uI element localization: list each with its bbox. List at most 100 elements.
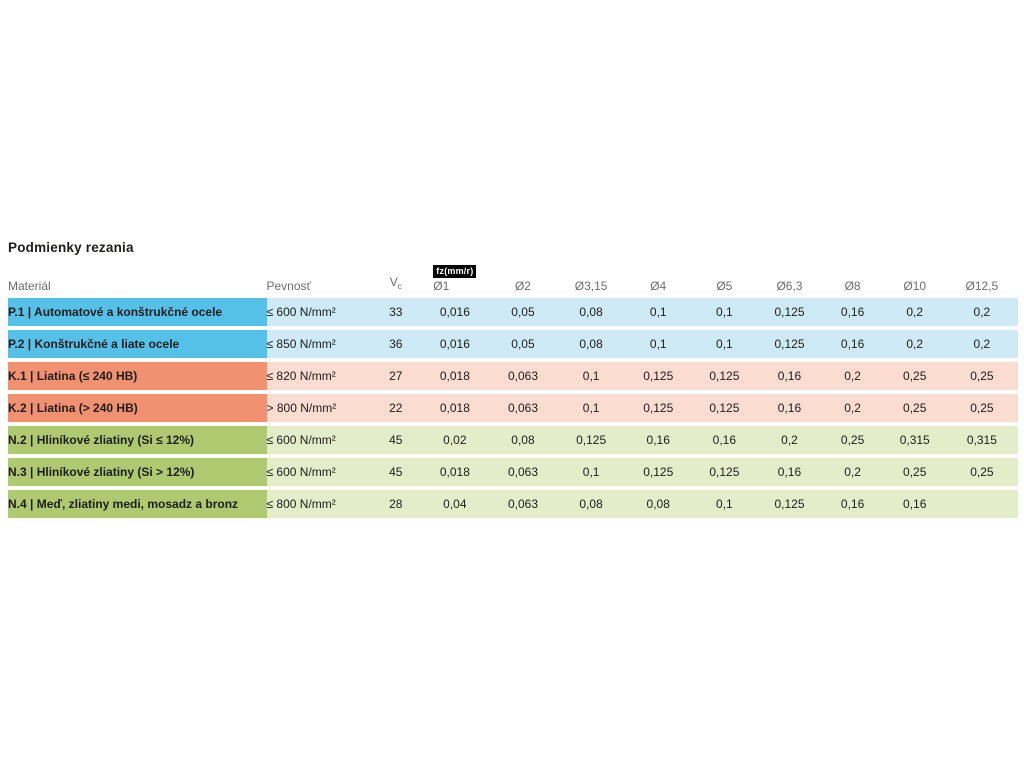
fz-cell: 0,25 xyxy=(945,394,1018,422)
material-cell: P.2 | Konštrukčné a liate ocele xyxy=(8,330,267,358)
fz-cell: 0,25 xyxy=(883,458,946,486)
column-header-d8: Ø10 xyxy=(903,279,927,293)
fz-cell: 0,16 xyxy=(691,426,758,454)
vc-subscript: c xyxy=(397,282,402,291)
table-row: K.2 | Liatina (> 240 HB) > 800 N/mm² 22 0,0… xyxy=(8,394,1018,422)
vc-cell: 22 xyxy=(370,394,421,422)
table-row: N.3 | Hliníkové zliatiny (Si > 12%) ≤ 600… xyxy=(8,458,1018,486)
column-header-material: Materiál xyxy=(8,279,51,293)
fz-cell: 0,125 xyxy=(625,458,692,486)
fz-cell: 0,16 xyxy=(821,330,884,358)
fz-cell: 0,1 xyxy=(557,458,626,486)
fz-cell: 0,016 xyxy=(420,298,489,326)
fz-cell: 0,08 xyxy=(557,298,626,326)
fz-cell: 0,2 xyxy=(883,298,946,326)
column-header-d3: Ø3,15 xyxy=(574,279,608,293)
strength-cell: ≤ 600 N/mm² xyxy=(266,458,371,486)
fz-cell: 0,125 xyxy=(625,362,692,390)
strength-cell: ≤ 850 N/mm² xyxy=(266,330,371,358)
fz-cell: 0,018 xyxy=(420,362,489,390)
fz-cell: 0,16 xyxy=(757,394,822,422)
table-row: N.4 | Meď, zliatiny medi, mosadz a bronz… xyxy=(8,490,1018,518)
fz-cell: 0,1 xyxy=(691,330,758,358)
fz-cell: 0,016 xyxy=(420,330,489,358)
column-header-d6: Ø6,3 xyxy=(776,279,803,293)
table-row: P.2 | Konštrukčné a liate ocele ≤ 850 N/m… xyxy=(8,330,1018,358)
fz-cell: 0,018 xyxy=(420,394,489,422)
fz-cell: 0,2 xyxy=(945,298,1018,326)
fz-cell: 0,16 xyxy=(821,490,884,518)
strength-cell: ≤ 600 N/mm² xyxy=(266,426,371,454)
column-header-d9: Ø12,5 xyxy=(965,279,999,293)
fz-cell: 0,1 xyxy=(625,330,692,358)
strength-cell: ≤ 800 N/mm² xyxy=(266,490,371,518)
fz-cell: 0,25 xyxy=(945,458,1018,486)
column-header-d7: Ø8 xyxy=(844,279,861,293)
fz-cell: 0,125 xyxy=(557,426,626,454)
fz-unit-badge: fz(mm/r) xyxy=(433,265,477,278)
fz-cell: 0,16 xyxy=(625,426,692,454)
fz-cell: 0,04 xyxy=(420,490,489,518)
fz-cell: 0,16 xyxy=(821,298,884,326)
cutting-conditions-table: Materiál Pevnosť Vc fz(mm/r) Ø1 Ø2 Ø3,15… xyxy=(8,259,1018,522)
fz-cell: 0,018 xyxy=(420,458,489,486)
strength-cell: ≤ 600 N/mm² xyxy=(266,298,371,326)
fz-cell: 0,125 xyxy=(691,458,758,486)
table-row: N.2 | Hliníkové zliatiny (Si ≤ 12%) ≤ 600… xyxy=(8,426,1018,454)
vc-cell: 33 xyxy=(370,298,421,326)
table-row: K.1 | Liatina (≤ 240 HB) ≤ 820 N/mm² 27 0,0… xyxy=(8,362,1018,390)
vc-cell: 36 xyxy=(370,330,421,358)
material-cell: K.1 | Liatina (≤ 240 HB) xyxy=(8,362,267,390)
fz-cell: 0,1 xyxy=(557,394,626,422)
fz-cell: 0,16 xyxy=(757,362,822,390)
fz-cell: 0,125 xyxy=(757,490,822,518)
fz-cell: 0,25 xyxy=(821,426,884,454)
fz-cell: 0,25 xyxy=(945,362,1018,390)
fz-cell: 0,063 xyxy=(488,362,558,390)
fz-cell: 0,315 xyxy=(945,426,1018,454)
material-cell: N.3 | Hliníkové zliatiny (Si > 12%) xyxy=(8,458,267,486)
fz-cell: 0,315 xyxy=(883,426,946,454)
vc-cell: 28 xyxy=(370,490,421,518)
column-header-d2: Ø2 xyxy=(514,279,531,293)
material-cell: P.1 | Automatové a konštrukčné ocele xyxy=(8,298,267,326)
column-header-d5: Ø5 xyxy=(716,279,733,293)
material-cell: N.4 | Meď, zliatiny medi, mosadz a bronz xyxy=(8,490,267,518)
diameter-label: Ø1 xyxy=(433,279,450,293)
fz-cell: 0,1 xyxy=(691,298,758,326)
fz-cell: 0,08 xyxy=(557,330,626,358)
fz-cell: 0,1 xyxy=(557,362,626,390)
table-header-row: Materiál Pevnosť Vc fz(mm/r) Ø1 Ø2 Ø3,15… xyxy=(8,263,1018,294)
vc-cell: 45 xyxy=(370,458,421,486)
vc-cell: 27 xyxy=(370,362,421,390)
column-header-d1: fz(mm/r) Ø1 xyxy=(421,263,489,294)
strength-cell: ≤ 820 N/mm² xyxy=(266,362,371,390)
fz-cell: 0,16 xyxy=(883,490,946,518)
fz-cell: 0,1 xyxy=(691,490,758,518)
fz-cell: 0,2 xyxy=(821,458,884,486)
fz-cell: 0,2 xyxy=(821,362,884,390)
fz-cell: 0,2 xyxy=(883,330,946,358)
fz-cell: 0,125 xyxy=(757,298,822,326)
fz-cell: 0,08 xyxy=(557,490,626,518)
fz-cell: 0,25 xyxy=(883,362,946,390)
strength-cell: > 800 N/mm² xyxy=(266,394,371,422)
column-header-strength: Pevnosť xyxy=(266,279,312,293)
fz-cell: 0,08 xyxy=(488,426,558,454)
fz-cell: 0,16 xyxy=(757,458,822,486)
fz-cell: 0,063 xyxy=(488,458,558,486)
table-row: P.1 | Automatové a konštrukčné ocele ≤ 60… xyxy=(8,298,1018,326)
page-title: Podmienky rezania xyxy=(8,240,134,255)
vc-cell: 45 xyxy=(370,426,421,454)
fz-cell: 0,02 xyxy=(420,426,489,454)
fz-cell: 0,125 xyxy=(691,362,758,390)
column-header-d4: Ø4 xyxy=(650,279,667,293)
fz-cell: 0,1 xyxy=(625,298,692,326)
fz-cell: 0,05 xyxy=(488,330,558,358)
cutting-conditions-section: Podmienky rezania Materiál Pevnosť Vc fz… xyxy=(8,240,1018,522)
column-header-vc: Vc xyxy=(389,275,402,291)
fz-cell: 0,125 xyxy=(757,330,822,358)
fz-cell: 0,2 xyxy=(757,426,822,454)
material-cell: N.2 | Hliníkové zliatiny (Si ≤ 12%) xyxy=(8,426,267,454)
